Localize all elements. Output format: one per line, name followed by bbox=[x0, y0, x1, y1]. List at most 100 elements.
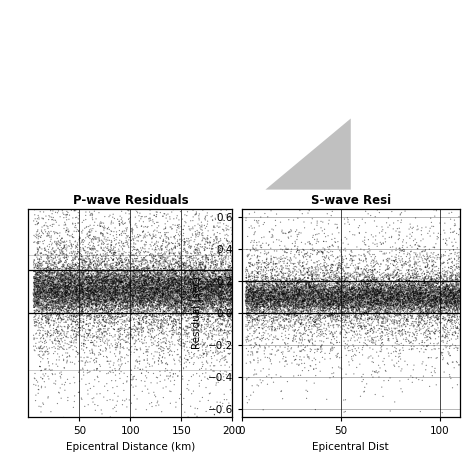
Point bbox=[155, 245, 163, 253]
Point bbox=[253, 287, 260, 294]
Point bbox=[59, 294, 66, 301]
Point bbox=[62, 280, 69, 287]
Point bbox=[145, 283, 152, 291]
Point bbox=[36, 176, 44, 183]
Point bbox=[117, 314, 124, 321]
Point bbox=[218, 283, 226, 290]
Point bbox=[141, 297, 149, 304]
Point bbox=[149, 278, 157, 286]
Point bbox=[314, 290, 321, 298]
Point bbox=[166, 272, 174, 280]
Point bbox=[294, 268, 302, 276]
Point bbox=[78, 339, 85, 347]
Point bbox=[454, 359, 461, 366]
Point bbox=[290, 291, 298, 298]
Point bbox=[120, 239, 128, 247]
Point bbox=[429, 281, 437, 288]
Point bbox=[409, 282, 417, 290]
Point bbox=[176, 292, 184, 299]
Point bbox=[34, 240, 41, 247]
Point bbox=[124, 328, 131, 336]
Point bbox=[124, 298, 131, 306]
Point bbox=[409, 280, 417, 288]
Point bbox=[449, 301, 456, 309]
Point bbox=[340, 267, 347, 275]
Point bbox=[99, 281, 106, 289]
Point bbox=[119, 273, 127, 281]
Point bbox=[251, 303, 259, 310]
Point bbox=[61, 323, 69, 331]
Point bbox=[207, 285, 215, 293]
Point bbox=[198, 301, 206, 308]
Point bbox=[30, 257, 37, 265]
Point bbox=[388, 292, 395, 299]
Point bbox=[418, 289, 425, 296]
Point bbox=[209, 294, 216, 302]
Point bbox=[180, 270, 187, 277]
Point bbox=[148, 276, 156, 284]
Point bbox=[71, 398, 78, 405]
Point bbox=[354, 286, 362, 294]
Point bbox=[317, 278, 324, 285]
Point bbox=[48, 285, 55, 293]
Point bbox=[102, 282, 109, 290]
Point bbox=[270, 282, 277, 290]
Point bbox=[444, 301, 451, 309]
Point bbox=[121, 301, 129, 309]
Point bbox=[283, 290, 291, 297]
Point bbox=[402, 322, 410, 330]
Point bbox=[188, 284, 195, 292]
Point bbox=[80, 260, 88, 268]
Point bbox=[58, 297, 65, 304]
Point bbox=[86, 281, 93, 288]
Point bbox=[33, 171, 41, 179]
Point bbox=[300, 302, 307, 310]
Point bbox=[173, 288, 180, 296]
Point bbox=[141, 337, 148, 344]
Point bbox=[244, 253, 251, 260]
Point bbox=[444, 302, 451, 310]
Point bbox=[384, 272, 392, 279]
Point bbox=[250, 245, 257, 253]
Point bbox=[103, 370, 110, 377]
Point bbox=[96, 302, 103, 310]
Point bbox=[456, 269, 464, 277]
Point bbox=[86, 302, 93, 310]
Point bbox=[410, 299, 418, 307]
Point bbox=[39, 290, 46, 298]
Point bbox=[382, 238, 389, 246]
Point bbox=[256, 296, 264, 303]
Point bbox=[138, 237, 146, 245]
Point bbox=[36, 278, 44, 285]
Point bbox=[154, 313, 161, 321]
Point bbox=[60, 307, 68, 315]
Point bbox=[204, 286, 211, 293]
Point bbox=[146, 300, 154, 307]
Point bbox=[129, 270, 137, 278]
Point bbox=[352, 291, 360, 298]
Point bbox=[276, 322, 283, 330]
Point bbox=[246, 337, 254, 345]
Point bbox=[64, 288, 72, 295]
Point bbox=[219, 312, 226, 319]
Point bbox=[368, 284, 375, 292]
Point bbox=[367, 290, 374, 298]
Point bbox=[423, 291, 431, 298]
Point bbox=[50, 264, 57, 272]
Point bbox=[72, 287, 80, 295]
Point bbox=[30, 289, 37, 297]
Point bbox=[430, 278, 438, 286]
Point bbox=[342, 299, 350, 306]
Point bbox=[292, 320, 300, 328]
Point bbox=[200, 260, 207, 268]
Point bbox=[359, 237, 367, 245]
Point bbox=[226, 281, 233, 289]
Point bbox=[402, 283, 410, 291]
Point bbox=[349, 279, 356, 287]
Point bbox=[95, 322, 102, 329]
Point bbox=[294, 246, 301, 254]
Point bbox=[181, 300, 189, 307]
Point bbox=[374, 308, 382, 315]
Point bbox=[213, 145, 221, 153]
Point bbox=[283, 289, 291, 296]
